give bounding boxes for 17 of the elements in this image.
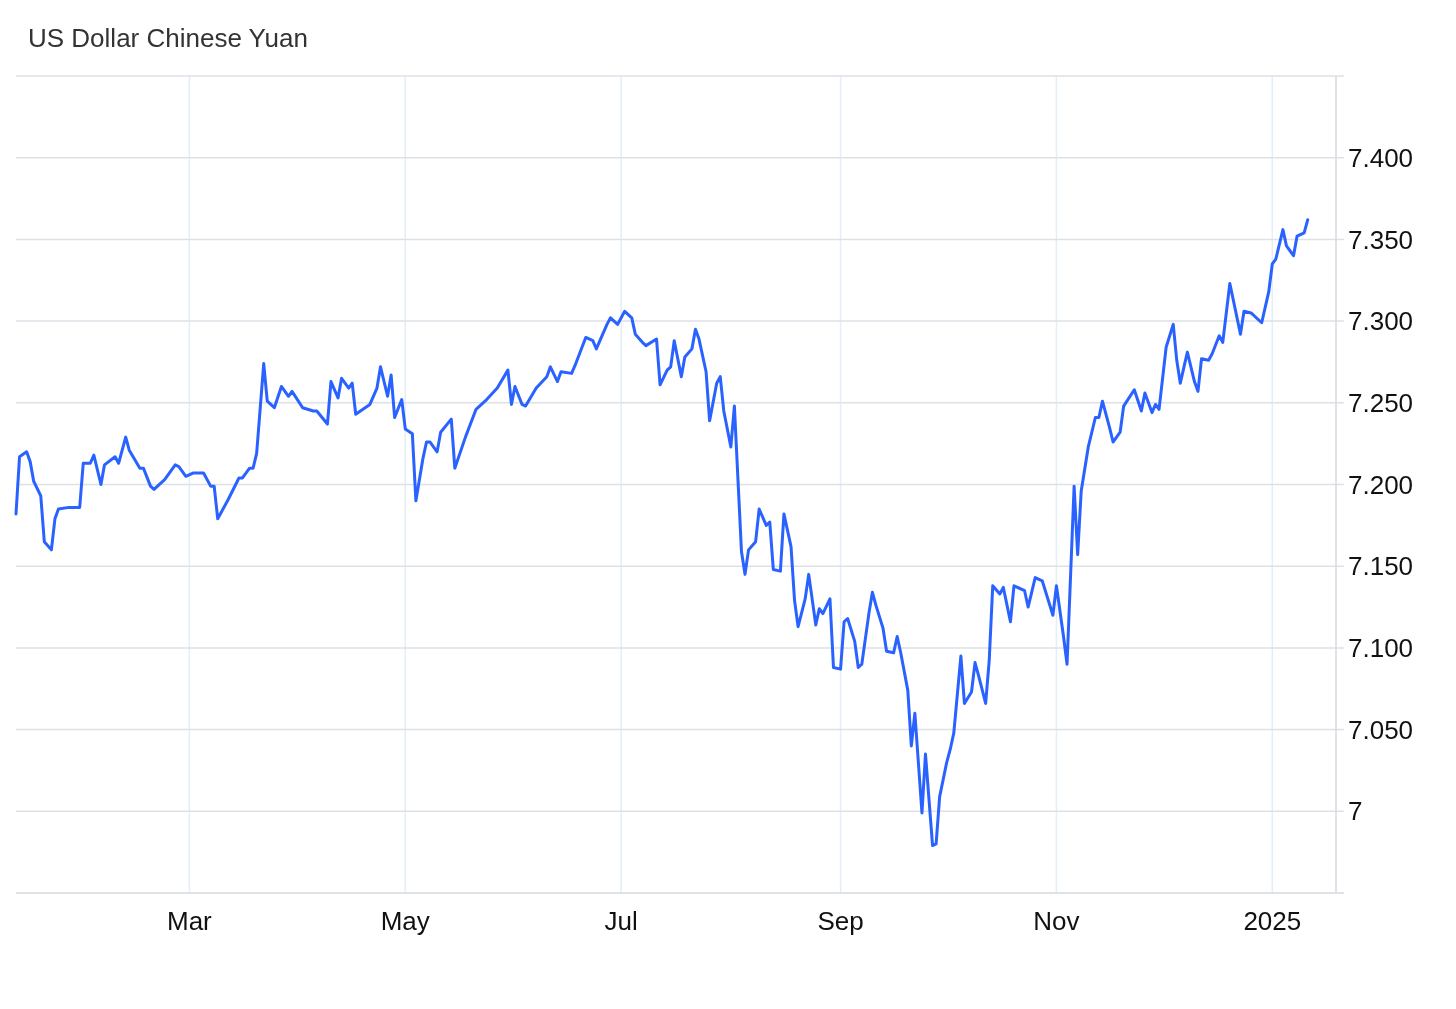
x-tick-label: May <box>380 906 430 936</box>
x-tick-label: Sep <box>817 906 864 936</box>
y-tick-label: 7.350 <box>1348 224 1414 255</box>
x-tick-label: Nov <box>1033 906 1080 936</box>
y-tick-label: 7.050 <box>1348 714 1414 745</box>
line-series <box>14 218 1310 848</box>
chart-title: US Dollar Chinese Yuan <box>28 23 308 53</box>
y-tick-label: 7.400 <box>1348 142 1414 173</box>
y-tick-label: 7.300 <box>1348 306 1414 337</box>
y-tick-label: 7.150 <box>1348 551 1414 582</box>
y-tick-label: 7.100 <box>1348 633 1414 663</box>
y-tick-label: 7.200 <box>1348 469 1414 500</box>
y-tick-label: 7 <box>1348 796 1363 827</box>
x-tick-label: Jul <box>604 906 638 936</box>
x-tick-label: Mar <box>167 906 213 936</box>
x-tick-label: 2025 <box>1243 906 1302 936</box>
y-tick-label: 7.250 <box>1348 387 1414 418</box>
